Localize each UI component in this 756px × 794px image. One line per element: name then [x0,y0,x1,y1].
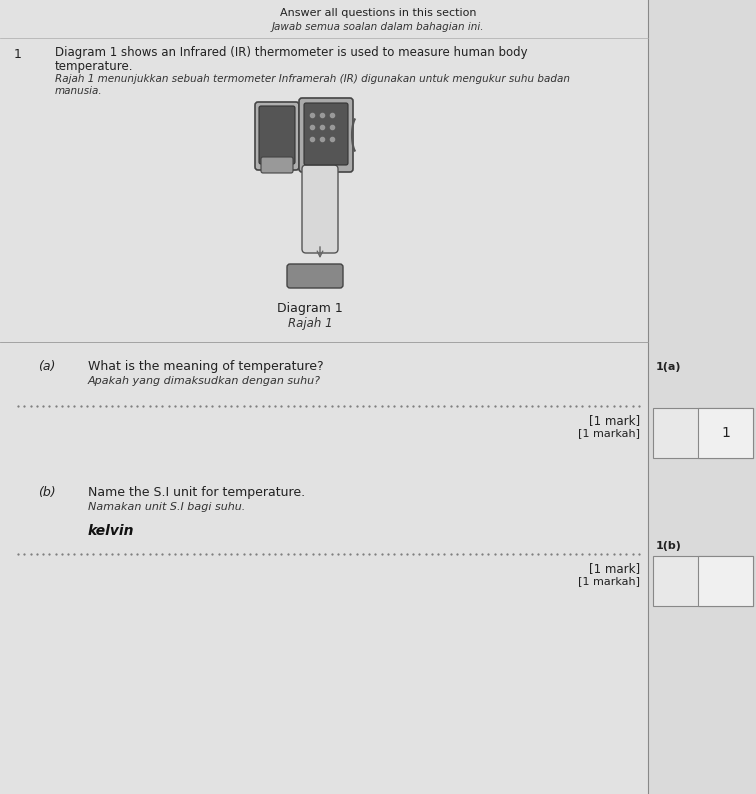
Text: 1: 1 [721,426,730,440]
Text: What is the meaning of temperature?: What is the meaning of temperature? [88,360,324,373]
Bar [653,408,753,458]
Bar [698,556,753,606]
Text: [1 markah]: [1 markah] [578,428,640,438]
FancyBboxPatch shape [255,102,299,170]
Text: [1 mark]: [1 mark] [589,414,640,427]
FancyBboxPatch shape [304,103,348,165]
Text: Rajah 1: Rajah 1 [288,317,333,330]
Text: (b): (b) [38,486,56,499]
Bar [653,556,753,606]
Text: (a): (a) [38,360,55,373]
Text: [1 markah]: [1 markah] [578,576,640,586]
Bar [0,0,648,794]
Text: Jawab semua soalan dalam bahagian ini.: Jawab semua soalan dalam bahagian ini. [271,22,485,32]
Text: manusia.: manusia. [55,86,103,96]
Text: Apakah yang dimaksudkan dengan suhu?: Apakah yang dimaksudkan dengan suhu? [88,376,321,386]
FancyBboxPatch shape [259,106,295,164]
FancyBboxPatch shape [302,165,338,253]
Text: kelvin: kelvin [88,524,135,538]
Bar [648,0,756,794]
Text: Answer all questions in this section: Answer all questions in this section [280,8,476,18]
FancyBboxPatch shape [299,98,353,172]
Text: temperature.: temperature. [55,60,134,73]
Text: Name the S.I unit for temperature.: Name the S.I unit for temperature. [88,486,305,499]
Text: 1(a): 1(a) [656,362,681,372]
FancyBboxPatch shape [287,264,343,288]
Text: 1(b): 1(b) [656,541,682,551]
Text: Namakan unit S.I bagi suhu.: Namakan unit S.I bagi suhu. [88,502,245,512]
Text: [1 mark]: [1 mark] [589,562,640,575]
Text: Rajah 1 menunjukkan sebuah termometer Inframerah (IR) digunakan untuk mengukur s: Rajah 1 menunjukkan sebuah termometer In… [55,74,570,84]
Text: Diagram 1: Diagram 1 [277,302,343,315]
Bar [698,408,753,458]
Text: Diagram 1 shows an Infrared (IR) thermometer is used to measure human body: Diagram 1 shows an Infrared (IR) thermom… [55,46,528,59]
Text: 1: 1 [14,48,22,61]
FancyBboxPatch shape [261,157,293,173]
